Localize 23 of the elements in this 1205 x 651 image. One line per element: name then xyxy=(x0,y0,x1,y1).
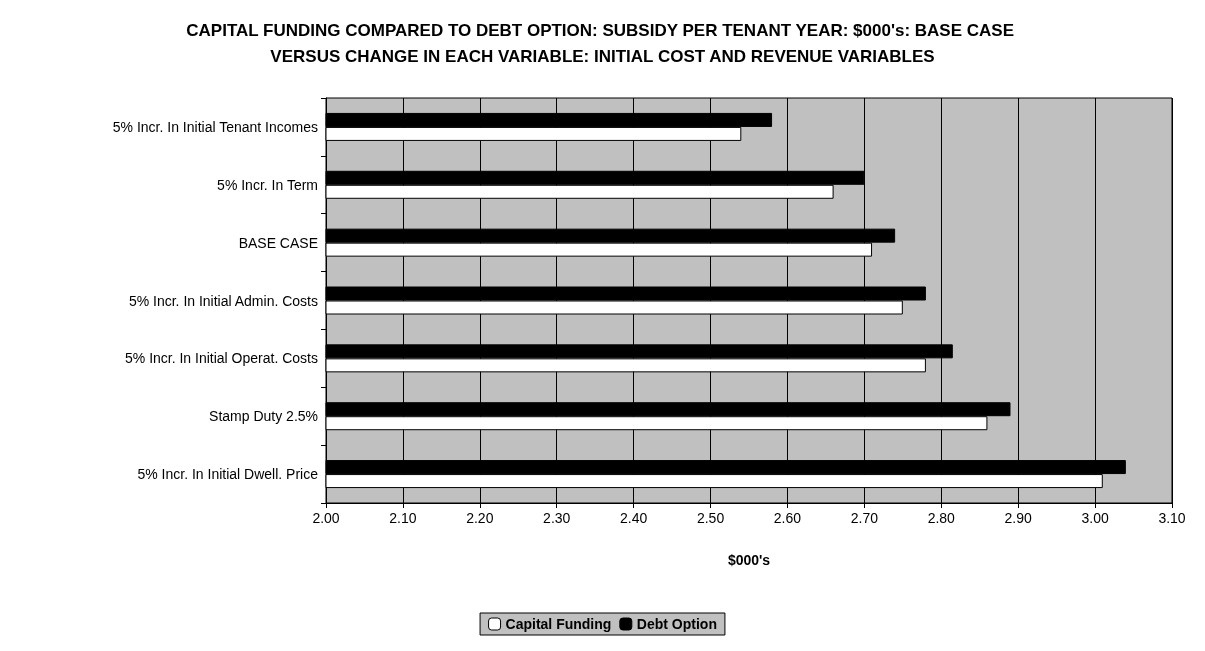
x-axis-title: $000's xyxy=(727,552,771,568)
y-tick-label: 5% Incr. In Initial Dwell. Price xyxy=(137,466,319,483)
y-tick-label: 5% Incr. In Term xyxy=(217,176,318,193)
y-tick-label: 5% Incr. In Initial Tenant Incomes xyxy=(112,118,318,135)
x-tick-label: 2.00 xyxy=(312,510,340,526)
x-tick-label: 2.90 xyxy=(1004,510,1033,526)
x-tick-label: 2.80 xyxy=(927,510,956,526)
x-tick-label: 2.20 xyxy=(466,510,494,526)
x-tick-label: 2.50 xyxy=(696,510,725,526)
y-tick-label: Stamp Duty 2.5% xyxy=(209,408,318,425)
y-tick-label: 5% Incr. In Initial Admin. Costs xyxy=(128,292,318,309)
x-tick-label: 2.10 xyxy=(389,510,417,526)
x-tick-label: 2.30 xyxy=(543,510,571,526)
legend-label: Capital Funding xyxy=(505,616,612,632)
chart-title: CAPITAL FUNDING COMPARED TO DEBT OPTION: SUBSIDY PER TENANT YEAR: $000's: BASE CASE VERSUS CHANGE IN EACH VARIABLE: INITIAL COST AND REVENUE VARIABLES xyxy=(186,20,1019,66)
x-tick-label: 2.60 xyxy=(773,510,802,526)
x-tick-label: 2.40 xyxy=(620,510,648,526)
x-tick-label: 2.70 xyxy=(850,510,879,526)
y-tick-label: BASE CASE xyxy=(238,234,318,251)
y-tick-label: 5% Incr. In Initial Operat. Costs xyxy=(125,350,318,367)
legend-label: Debt Option xyxy=(636,616,717,632)
x-tick-label: 3.00 xyxy=(1081,510,1109,526)
x-tick-label: 3.10 xyxy=(1158,510,1186,526)
